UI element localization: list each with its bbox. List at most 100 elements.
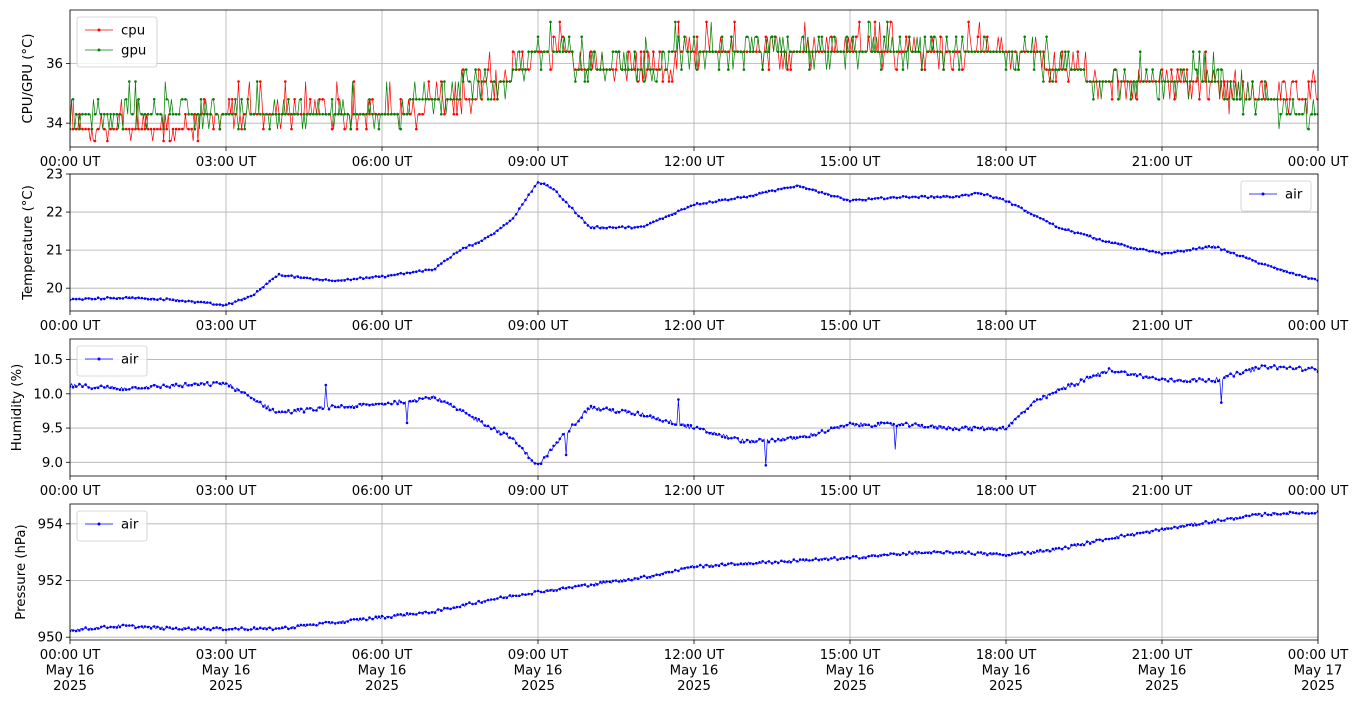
data-point bbox=[661, 80, 665, 83]
data-point bbox=[1241, 112, 1245, 116]
data-point bbox=[1179, 249, 1182, 253]
data-point bbox=[327, 407, 331, 411]
data-point bbox=[833, 50, 836, 53]
data-point bbox=[1238, 98, 1242, 101]
data-point bbox=[1307, 80, 1310, 83]
data-point bbox=[864, 423, 867, 427]
data-point bbox=[1282, 512, 1285, 515]
data-point bbox=[206, 301, 209, 304]
data-point bbox=[255, 80, 259, 83]
data-point bbox=[1051, 68, 1055, 71]
data-point bbox=[1029, 212, 1033, 216]
data-point bbox=[224, 112, 228, 116]
data-point bbox=[539, 68, 543, 71]
data-point bbox=[480, 80, 484, 83]
data-point bbox=[776, 50, 780, 53]
data-point bbox=[199, 382, 203, 385]
data-point bbox=[720, 50, 724, 53]
data-point bbox=[315, 409, 318, 412]
data-point bbox=[727, 562, 730, 566]
data-point bbox=[961, 426, 964, 429]
data-point bbox=[1288, 98, 1292, 101]
data-point bbox=[312, 409, 315, 412]
data-point bbox=[967, 50, 970, 53]
data-point bbox=[499, 226, 502, 230]
data-point bbox=[533, 50, 537, 53]
data-point bbox=[961, 193, 964, 197]
x-tick-label: 21:00 UT May 16 2025 bbox=[1132, 648, 1193, 694]
data-point bbox=[521, 68, 524, 71]
data-point bbox=[1010, 203, 1014, 207]
data-point bbox=[405, 612, 409, 615]
data-point bbox=[193, 628, 197, 631]
data-point bbox=[658, 573, 661, 577]
data-point bbox=[1298, 365, 1301, 369]
data-point bbox=[889, 50, 892, 53]
data-point bbox=[206, 381, 209, 384]
data-point bbox=[817, 35, 821, 39]
data-point bbox=[792, 558, 796, 561]
data-point bbox=[820, 50, 824, 53]
data-point bbox=[1226, 374, 1229, 378]
data-point bbox=[1260, 514, 1264, 518]
data-point bbox=[558, 437, 562, 441]
data-point bbox=[923, 425, 927, 429]
data-point bbox=[667, 421, 671, 425]
data-point bbox=[533, 462, 537, 465]
data-point bbox=[1198, 98, 1201, 101]
data-point bbox=[1173, 98, 1176, 101]
data-point bbox=[1142, 376, 1145, 380]
data-point bbox=[1101, 539, 1104, 543]
data-point bbox=[159, 386, 162, 390]
data-point bbox=[951, 196, 955, 199]
data-point bbox=[795, 436, 799, 439]
data-point bbox=[583, 221, 587, 224]
data-point bbox=[393, 112, 396, 116]
data-point bbox=[514, 68, 518, 71]
data-point bbox=[1182, 380, 1186, 383]
data-point bbox=[1198, 523, 1201, 526]
data-point bbox=[284, 274, 287, 278]
data-point bbox=[951, 428, 955, 432]
data-point bbox=[337, 621, 340, 625]
data-point bbox=[137, 127, 140, 131]
data-point bbox=[692, 565, 696, 569]
data-point bbox=[349, 618, 353, 621]
data-point bbox=[574, 584, 577, 588]
data-point bbox=[308, 112, 312, 116]
data-point bbox=[1198, 50, 1201, 53]
data-point bbox=[982, 193, 986, 197]
data-point bbox=[795, 184, 799, 188]
data-point bbox=[1176, 249, 1179, 253]
data-point bbox=[1126, 80, 1129, 83]
data-point bbox=[698, 202, 702, 206]
y-tick-label: 9.0 bbox=[42, 456, 63, 471]
data-point bbox=[767, 560, 771, 563]
data-point bbox=[723, 563, 727, 567]
data-point bbox=[71, 127, 75, 131]
data-point bbox=[493, 98, 496, 101]
data-point bbox=[1160, 68, 1164, 71]
data-point bbox=[168, 139, 172, 143]
data-point bbox=[617, 50, 621, 53]
data-point bbox=[446, 98, 449, 101]
data-point bbox=[895, 196, 899, 200]
data-point bbox=[374, 275, 378, 278]
data-point bbox=[433, 98, 437, 101]
data-point bbox=[736, 195, 739, 199]
data-point bbox=[408, 98, 412, 101]
data-point bbox=[302, 276, 306, 280]
data-point bbox=[1263, 364, 1267, 368]
data-point bbox=[764, 464, 768, 467]
data-point bbox=[908, 425, 911, 428]
data-point bbox=[805, 558, 808, 561]
data-point bbox=[1291, 367, 1295, 371]
data-point bbox=[908, 35, 911, 39]
data-point bbox=[190, 127, 193, 131]
data-point bbox=[1229, 251, 1232, 255]
data-point bbox=[936, 195, 939, 198]
data-point bbox=[792, 50, 796, 53]
data-point bbox=[234, 98, 237, 101]
data-point bbox=[202, 383, 206, 386]
data-point bbox=[1054, 225, 1058, 228]
